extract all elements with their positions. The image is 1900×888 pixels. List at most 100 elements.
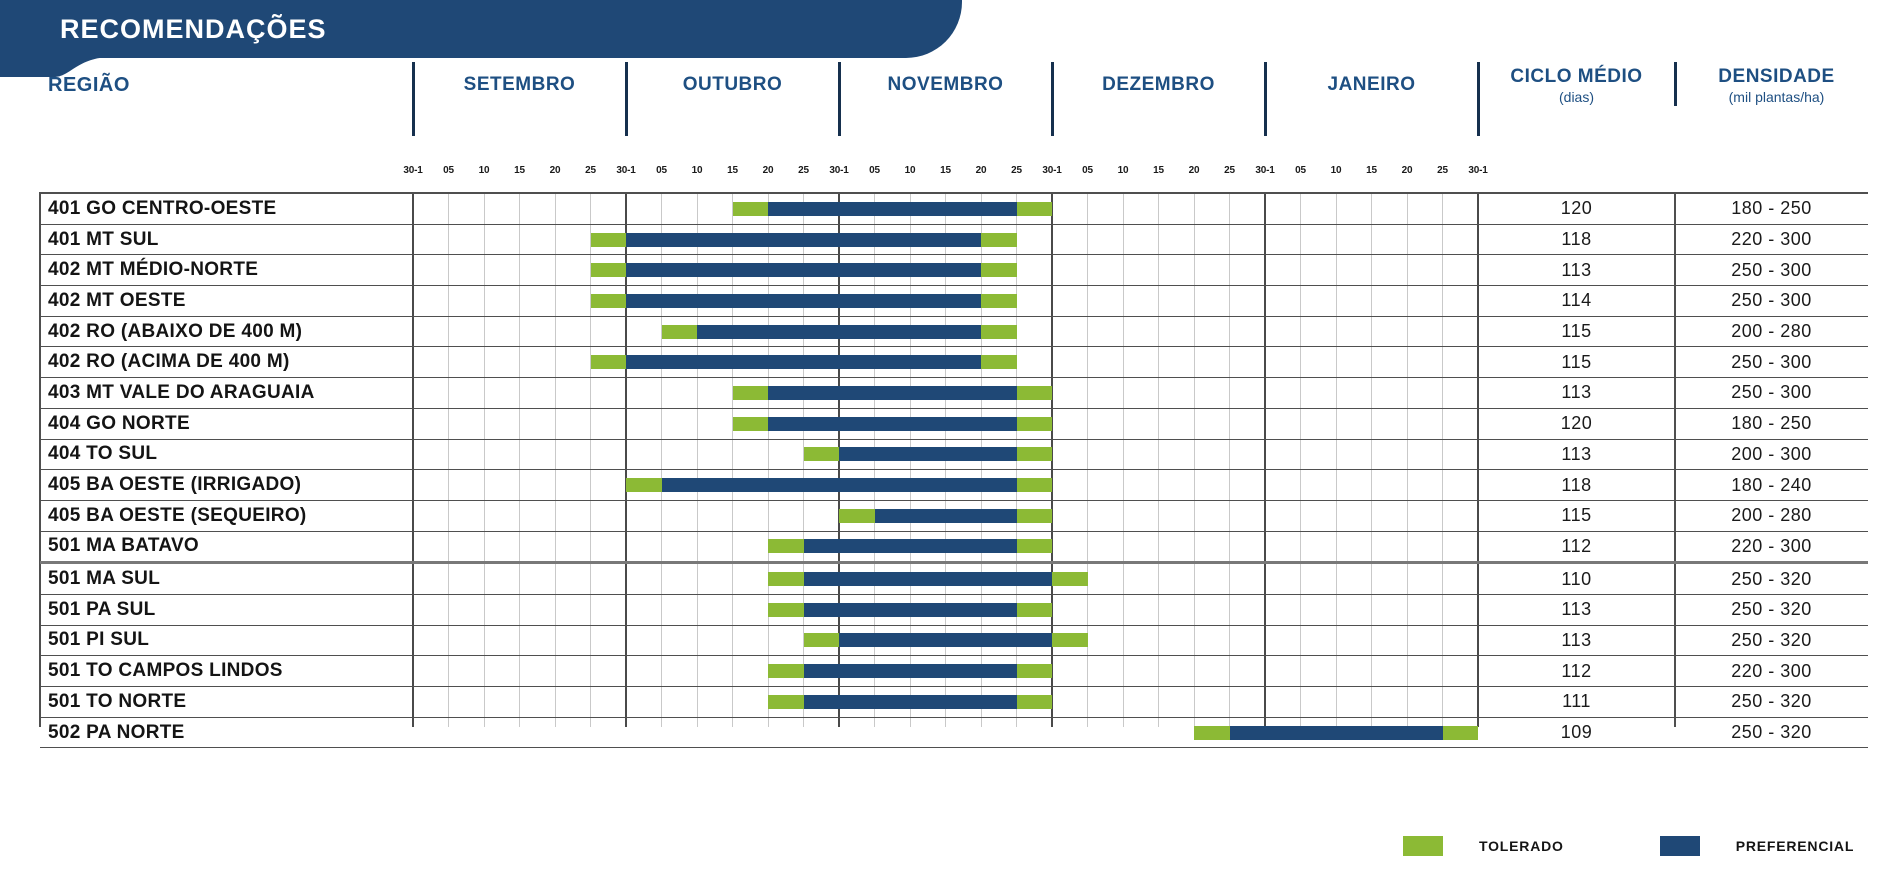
date-tick-label: 25 [1011,165,1022,176]
header-separator [1476,62,1480,136]
tolerado-bar-segment [803,633,839,648]
table-frame-line [39,192,41,727]
table-row: 405 BA OESTE (IRRIGADO) 118 180 - 240 [40,470,1868,501]
region-name: 501 MA SUL [48,568,161,590]
ciclo-value: 112 [1561,660,1592,681]
month-header-janeiro: JANEIRO [1327,74,1416,95]
densidade-value: 250 - 320 [1731,722,1812,743]
planting-window-bar [413,225,1478,255]
grid-line [519,192,520,727]
ciclo-value: 113 [1561,382,1592,403]
preferencial-bar-segment [803,539,1017,554]
table-row: 404 GO NORTE 120 180 - 250 [40,409,1868,440]
date-tick-label: 25 [1224,165,1235,176]
tolerado-bar-segment [590,355,626,370]
tolerado-bar-segment [1016,664,1052,679]
grid-line [448,192,449,727]
region-name: 402 RO (ACIMA DE 400 M) [48,351,290,373]
densidade-value: 180 - 250 [1731,198,1812,219]
tolerado-bar-segment [981,293,1017,308]
date-tick-label: 30-1 [829,165,849,176]
tolerado-bar-segment [1016,602,1052,617]
month-grid-line [1051,192,1053,727]
preferencial-bar-segment [839,633,1052,648]
tolerado-bar-segment [732,201,768,216]
tolerado-bar-segment [1016,201,1052,216]
tolerado-bar-segment [590,263,626,278]
preferencial-bar-segment [874,508,1017,523]
densidade-value: 250 - 320 [1731,568,1812,589]
region-name: 403 MT VALE DO ARAGUAIA [48,381,315,403]
tolerado-bar-segment [1016,416,1052,431]
legend: TOLERADO PREFERENCIAL [1403,836,1854,856]
preferencial-bar-segment [1229,725,1443,740]
month-header-outubro: OUTUBRO [682,74,783,95]
date-tick-label: 25 [1437,165,1448,176]
densidade-value: 220 - 300 [1731,535,1812,556]
tolerado-bar-segment [803,447,839,462]
tolerado-bar-segment [981,355,1017,370]
preferencial-bar-segment [697,324,981,339]
grid-line [696,192,698,727]
planting-window-bar [413,440,1478,470]
region-name: 501 PI SUL [48,629,150,651]
preferencial-swatch [1659,836,1700,856]
region-name: 402 MT OESTE [48,289,186,311]
tolerado-bar-segment [1052,572,1088,587]
preferencial-bar-segment [768,385,1017,400]
month-grid-line [1477,192,1479,727]
preferencial-bar-segment [803,572,1052,587]
densidade-value: 200 - 280 [1731,321,1812,342]
table-body: 401 GO CENTRO-OESTE 120 180 - 250 401 MT… [0,192,1900,749]
date-tick-label: 05 [656,165,667,176]
date-tick-label: 10 [691,165,703,176]
densidade-value: 250 - 320 [1731,599,1812,620]
date-tick-label: 15 [514,165,525,176]
densidade-value: 180 - 240 [1731,474,1812,495]
table-row: 402 MT MÉDIO-NORTE 113 250 - 300 [40,255,1868,287]
tolerado-bar-segment [1016,478,1052,493]
table-row: 404 TO SUL 113 200 - 300 [40,440,1868,471]
grid-line [661,192,662,727]
date-tick-label: 10 [1117,165,1129,176]
column-header-ciclo: CICLO MÉDIO (dias) [1510,62,1642,108]
planting-window-bar [413,687,1478,717]
planting-window-bar [413,564,1478,594]
ciclo-value: 120 [1560,198,1593,219]
date-tick-label: 20 [1188,165,1200,176]
densidade-label: DENSIDADE [1718,65,1835,87]
ciclo-value: 110 [1561,568,1592,589]
grid-line [1229,192,1230,727]
ciclo-label: CICLO MÉDIO [1510,65,1643,87]
page-title: RECOMENDAÇÕES [60,14,327,44]
planting-window-bar [413,409,1478,439]
densidade-value: 220 - 300 [1731,229,1812,250]
preferencial-bar-segment [626,232,981,247]
date-tick-label: 10 [1330,165,1342,176]
tolerado-bar-segment [1194,725,1230,740]
table-row: 402 RO (ABAIXO DE 400 M) 115 200 - 280 [40,317,1868,348]
tolerado-bar-segment [768,572,804,587]
ciclo-value: 115 [1561,321,1592,342]
preferencial-legend-label: PREFERENCIAL [1735,838,1855,854]
planting-window-bar [413,532,1478,562]
preferencial-bar-segment [803,664,1017,679]
date-tick-label: 05 [1295,165,1306,176]
month-header-novembro: NOVEMBRO [887,74,1004,95]
densidade-value: 250 - 320 [1731,691,1812,712]
tolerado-bar-segment [981,232,1017,247]
planting-window-bar [413,347,1478,377]
planting-window-bar [413,718,1478,748]
table-row: 403 MT VALE DO ARAGUAIA 113 250 - 300 [40,378,1868,409]
region-name: 501 PA SUL [48,598,156,620]
tolerado-bar-segment [732,416,768,431]
tolerado-bar-segment [1016,447,1052,462]
region-name: 401 GO CENTRO-OESTE [48,197,277,219]
tolerado-bar-segment [1052,633,1088,648]
month-header-setembro: SETEMBRO [463,74,576,95]
tolerado-bar-segment [590,293,626,308]
grid-line [1300,192,1301,727]
date-tick-label: 25 [798,165,809,176]
header-separator [1050,62,1054,136]
densidade-value: 220 - 300 [1731,660,1812,681]
